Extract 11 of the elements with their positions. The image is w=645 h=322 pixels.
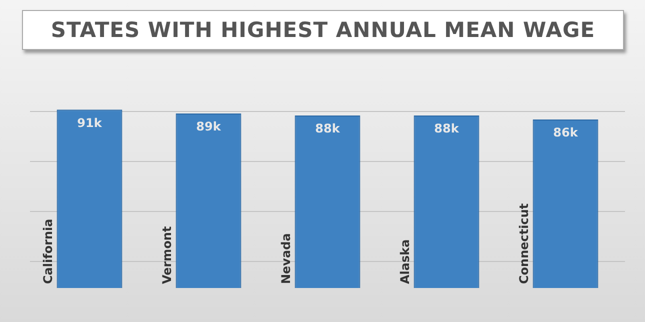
x-tick-label: Nevada <box>278 233 293 284</box>
x-tick-label: California <box>40 218 55 284</box>
data-label: 88k <box>434 122 460 136</box>
x-tick-label: Connecticut <box>516 203 531 284</box>
data-label: 88k <box>315 122 341 136</box>
x-tick-label: Alaska <box>398 239 412 284</box>
chart-title: STATES WITH HIGHEST ANNUAL MEAN WAGE <box>22 10 624 50</box>
x-tick-label: Vermont <box>160 226 174 284</box>
data-label: 86k <box>553 126 579 140</box>
data-label: 91k <box>77 116 103 130</box>
data-label: 89k <box>196 120 222 134</box>
